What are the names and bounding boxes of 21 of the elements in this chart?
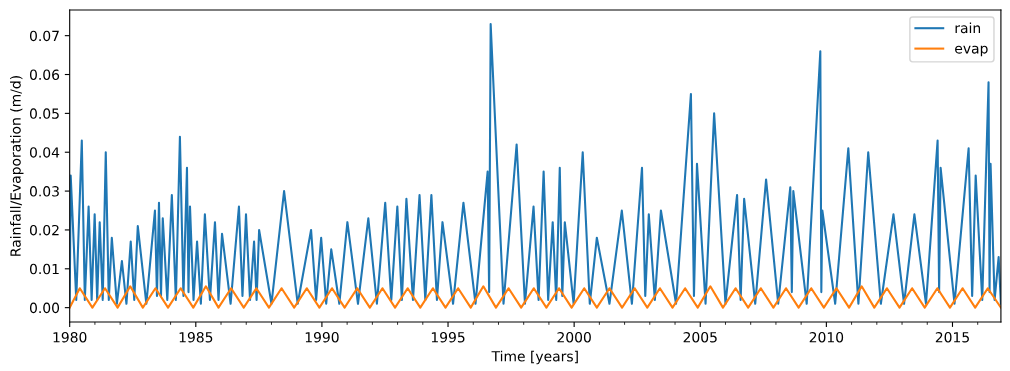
x-tick-label: 2010 — [809, 332, 844, 343]
y-tick-label: 0.02 — [29, 224, 59, 236]
legend-label: rain — [955, 22, 981, 34]
x-tick-label: 1985 — [179, 332, 213, 343]
y-tick-label: 0.01 — [29, 263, 59, 275]
x-tick-label: 1995 — [431, 332, 465, 343]
y-tick-label: 0.07 — [29, 30, 59, 42]
y-tick-label: 0.05 — [29, 108, 59, 119]
x-axis-title: Time [years] — [491, 350, 578, 365]
y-tick-label: 0.06 — [29, 69, 60, 80]
y-tick-label: 0.03 — [29, 186, 59, 197]
x-tick-label: 2000 — [557, 332, 591, 343]
y-tick-label: 0.00 — [29, 302, 60, 314]
x-tick-label: 1990 — [305, 332, 339, 343]
x-tick-label: 2015 — [935, 332, 969, 343]
y-axis-title: Rainfall/Evaporation (m/d) — [10, 76, 24, 256]
x-tick-label: 2005 — [683, 332, 717, 343]
legend-label: evap — [955, 45, 988, 57]
y-tick-label: 0.04 — [29, 147, 60, 158]
line-series — [69, 22, 1001, 305]
x-tick-label: 1980 — [53, 332, 87, 343]
